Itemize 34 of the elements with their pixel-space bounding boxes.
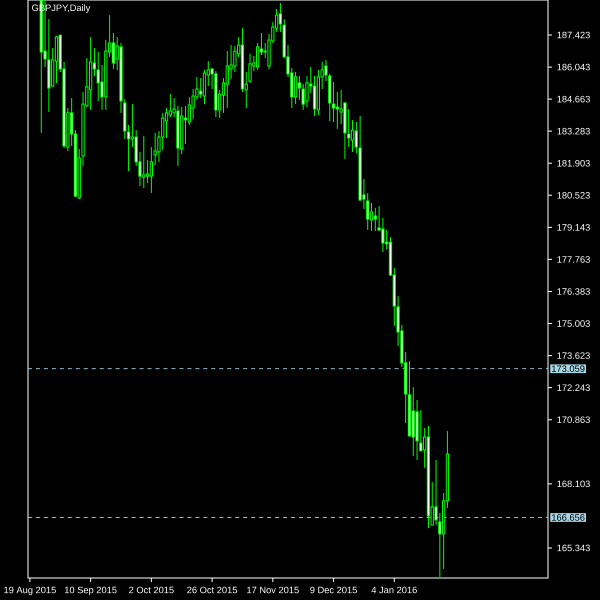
y-tick-label: 170.863 — [557, 416, 590, 424]
candlestick — [112, 32, 116, 70]
y-tick-label: 184.663 — [557, 96, 590, 102]
y-tick-label: 177.763 — [557, 256, 590, 263]
y-tick-label: 165.343 — [557, 544, 590, 552]
x-tick-label: 9 Dec 2015 — [310, 586, 357, 594]
candlestick — [305, 75, 309, 108]
y-tick-label: 186.043 — [557, 64, 590, 70]
y-tick-label: 180.523 — [557, 192, 590, 199]
y-tick-label: 175.003 — [557, 320, 590, 327]
candlestick — [374, 207, 377, 232]
x-tick-label: 4 Jan 2016 — [371, 586, 417, 594]
x-tick-label: 2 Oct 2015 — [129, 586, 174, 594]
candlestick — [370, 202, 374, 232]
y-tick-label: 172.243 — [557, 384, 590, 391]
candlestick — [164, 108, 168, 138]
y-tick-label: 181.903 — [557, 160, 590, 167]
y-tick-label: 176.383 — [557, 288, 590, 295]
candlestick — [350, 120, 354, 152]
ref-line-label: 173.059 — [552, 365, 584, 372]
x-tick-label: 17 Nov 2015 — [247, 586, 299, 594]
x-tick-label: 26 Oct 2015 — [187, 586, 238, 594]
candlestick — [294, 72, 298, 105]
y-tick-label: 173.623 — [557, 352, 590, 359]
y-tick-label: 183.283 — [557, 128, 590, 134]
ref-line-label: 166.656 — [552, 514, 585, 521]
candlestick — [142, 135, 146, 188]
candlestick — [381, 217, 385, 253]
y-tick-label: 179.143 — [557, 224, 590, 231]
x-tick-label: 19 Aug 2015 — [4, 586, 56, 596]
y-tick-label: 168.103 — [557, 480, 590, 488]
candlestick — [202, 69, 206, 105]
y-tick-label: 187.423 — [557, 32, 590, 38]
x-tick-label: 10 Sep 2015 — [64, 586, 117, 596]
